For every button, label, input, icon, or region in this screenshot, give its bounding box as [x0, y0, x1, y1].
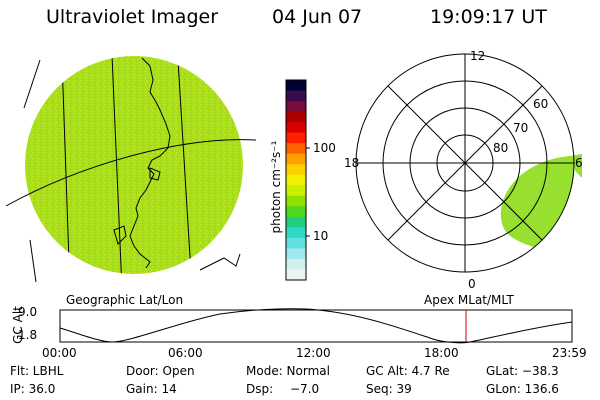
colorbar-band	[286, 111, 306, 123]
coastline	[129, 57, 171, 269]
filter-status: Flt: LBHL	[10, 364, 64, 378]
auroral-emission-region	[570, 154, 582, 178]
ip-status: IP: 36.0	[10, 382, 56, 396]
coastline	[149, 167, 161, 181]
colorbar-tick-label-100: 100	[313, 141, 336, 155]
colorbar-band	[286, 269, 306, 281]
gc-altitude-status: GC Alt: 4.7 Re	[366, 364, 450, 378]
colorbar-band	[286, 101, 306, 113]
instrument-title: Ultraviolet Imager	[46, 6, 219, 28]
time-tick-1800: 18:00	[424, 346, 459, 360]
gain-status: Gain: 14	[126, 382, 177, 396]
longitude-line	[23, 59, 41, 109]
sequence-status: Seq: 39	[366, 382, 412, 396]
mlt-label-0: 0	[468, 277, 476, 291]
mlt-label-18: 18	[344, 156, 359, 170]
colorbar-band	[286, 122, 306, 134]
observation-time: 19:09:17 UT	[430, 6, 547, 28]
colorbar-band	[286, 258, 306, 270]
longitude-line	[177, 59, 193, 274]
door-status: Door: Open	[126, 364, 195, 378]
colorbar-band	[286, 164, 306, 176]
colorbar-band	[286, 237, 306, 249]
observation-date: 04 Jun 07	[272, 6, 363, 28]
auroral-emission-region	[500, 156, 574, 252]
time-tick-0000: 00:00	[42, 346, 77, 360]
geographic-caption: Geographic Lat/Lon	[66, 293, 184, 307]
altitude-curve	[59, 308, 573, 344]
time-tick-0600: 06:00	[168, 346, 203, 360]
apex-caption: Apex MLat/MLT	[424, 293, 514, 307]
time-tick-2359: 23:59	[552, 346, 587, 360]
mlt-label-12: 12	[470, 49, 485, 63]
colorbar-band	[286, 174, 306, 186]
coastline	[199, 253, 241, 271]
dsp-value: −7.0	[290, 382, 320, 396]
mode-status: Mode: Normal	[246, 364, 330, 378]
coastline	[113, 225, 127, 245]
altitude-plot	[59, 308, 573, 344]
colorbar-band	[286, 185, 306, 197]
polar-mlt-panel: 12 18 6 0 60 70 80	[344, 49, 583, 291]
longitude-line	[61, 59, 71, 274]
geo-longitude-status: GLon: 136.6	[486, 382, 559, 396]
geographic-disk	[25, 56, 243, 274]
mlt-label-6: 6	[575, 156, 583, 170]
longitude-line	[29, 239, 37, 283]
colorbar	[285, 79, 310, 281]
longitude-line	[111, 56, 123, 274]
dsp-label: Dsp:	[246, 382, 274, 396]
latitude-line	[5, 139, 257, 207]
geographic-image-panel	[5, 56, 257, 283]
altitude-tick-9: 9.0	[18, 305, 38, 319]
altitude-tick-1.8: 1.8	[18, 328, 38, 342]
time-tick-1200: 12:00	[296, 346, 331, 360]
colorbar-tick-label-10: 10	[313, 229, 329, 243]
mlat-label-60: 60	[533, 97, 548, 111]
colorbar-band	[286, 248, 306, 260]
colorbar-band	[286, 227, 306, 239]
colorbar-band	[286, 216, 306, 228]
geo-latitude-status: GLat: −38.3	[486, 364, 559, 378]
colorbar-band	[286, 90, 306, 102]
colorbar-band	[286, 195, 306, 207]
mlat-label-70: 70	[513, 121, 528, 135]
colorbar-units: photon cm⁻²s⁻¹	[269, 140, 283, 234]
colorbar-band	[286, 80, 306, 92]
mlat-label-80: 80	[493, 141, 508, 155]
mlt-axis	[387, 85, 543, 241]
colorbar-band	[286, 153, 306, 165]
colorbar-band	[286, 143, 306, 155]
colorbar-band	[286, 132, 306, 144]
colorbar-band	[286, 206, 306, 218]
